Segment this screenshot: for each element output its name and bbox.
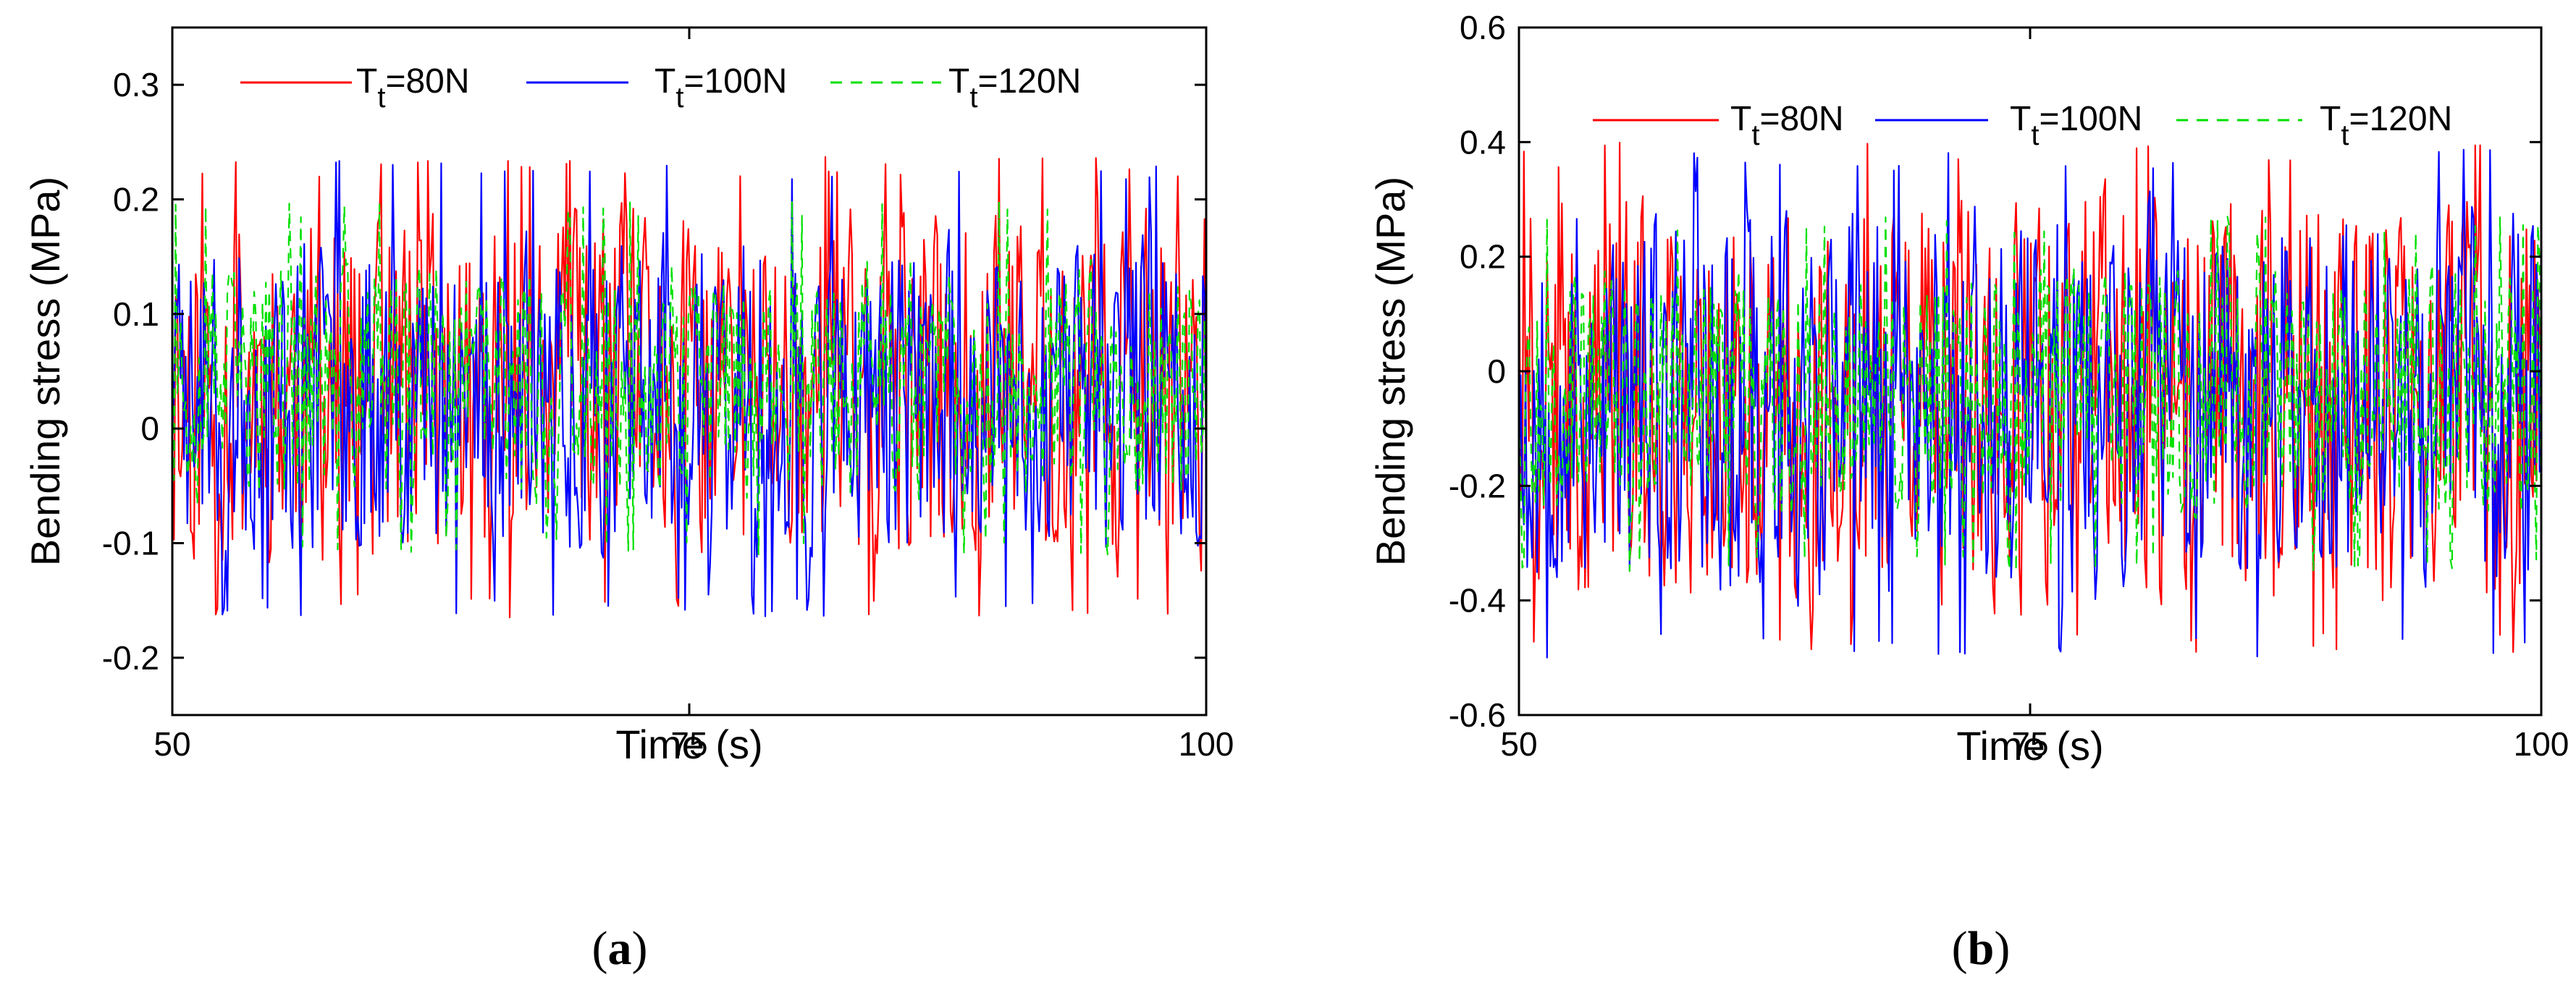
legend-label-a-3: Tt=120N (948, 62, 1081, 114)
x-axis-label-a: Time (s) (615, 722, 762, 767)
y-tick-label-b: 0.6 (1460, 9, 1506, 46)
y-tick-label-b: -0.2 (1449, 467, 1506, 504)
x-tick-label-b: 50 (1500, 725, 1537, 763)
legend-a: Tt=80N Tt=100N Tt=120N (240, 62, 1081, 114)
y-tick-label-a: 0.2 (113, 181, 159, 219)
series-line-a-3 (171, 200, 1208, 556)
y-tick-label-a: 0 (140, 410, 159, 447)
legend-label-b-1: Tt=80N (1730, 100, 1844, 151)
y-axis-label-a: Bending stress (MPa) (22, 177, 68, 566)
legend-b: Tt=80N Tt=100N Tt=120N (1593, 100, 2452, 151)
y-tick-label-b: -0.4 (1449, 582, 1506, 619)
legend-label-b-3: Tt=120N (2320, 100, 2452, 151)
legend-label-a-1: Tt=80N (356, 62, 470, 114)
series-line-a-2 (171, 160, 1208, 617)
y-axis-label-b: Bending stress (MPa) (1368, 177, 1413, 566)
series-line-b-3 (1518, 216, 2543, 572)
x-tick-label-a: 75 (670, 725, 707, 763)
series-line-b-1 (1518, 141, 2543, 654)
chart-panel-b: 50 75 100 -0.6 -0.4 -0.2 0 0.2 0.4 0.6 Tt=80N Tt=1… (1368, 9, 2569, 769)
y-tick-label-b: -0.6 (1449, 696, 1506, 734)
x-tick-label-b: 100 (2514, 725, 2569, 763)
series-group-b (1518, 141, 2543, 659)
y-tick-label-b: 0.2 (1460, 238, 1506, 276)
series-group-a (171, 156, 1208, 619)
y-tick-label-a: 0.1 (113, 295, 159, 333)
x-tick-label-a: 100 (1179, 725, 1234, 763)
ticks-a: 50 75 100 -0.2 -0.1 0 0.1 0.2 0.3 (102, 28, 1234, 763)
caption-a-letter: a (608, 922, 632, 975)
series-line-b-2 (1518, 148, 2543, 659)
chart-panel-a: 50 75 100-0.2-0.100.10.20.3 Tt=80N Tt=100N T… (22, 26, 1234, 767)
y-tick-label-b: 0.4 (1460, 123, 1506, 161)
series-line-a-1 (171, 156, 1208, 619)
caption-a: (a) (592, 922, 648, 975)
x-axis-label-b: Time (s) (1956, 723, 2103, 769)
y-tick-label-a: -0.2 (102, 639, 159, 677)
caption-b: (b) (1952, 922, 2011, 975)
x-tick-label-b: 75 (2011, 725, 2048, 763)
x-tick-label-a: 50 (153, 725, 190, 763)
legend-label-b-2: Tt=100N (2010, 100, 2142, 151)
legend-label-a-2: Tt=100N (654, 62, 787, 114)
y-tick-label-a: -0.1 (102, 525, 159, 562)
y-tick-label-b: 0 (1487, 352, 1506, 390)
caption-b-letter: b (1968, 922, 1995, 975)
ticks-b: 50 75 100 -0.6 -0.4 -0.2 0 0.2 0.4 0.6 (1449, 9, 2569, 763)
y-tick-label-a: 0.3 (113, 66, 159, 103)
